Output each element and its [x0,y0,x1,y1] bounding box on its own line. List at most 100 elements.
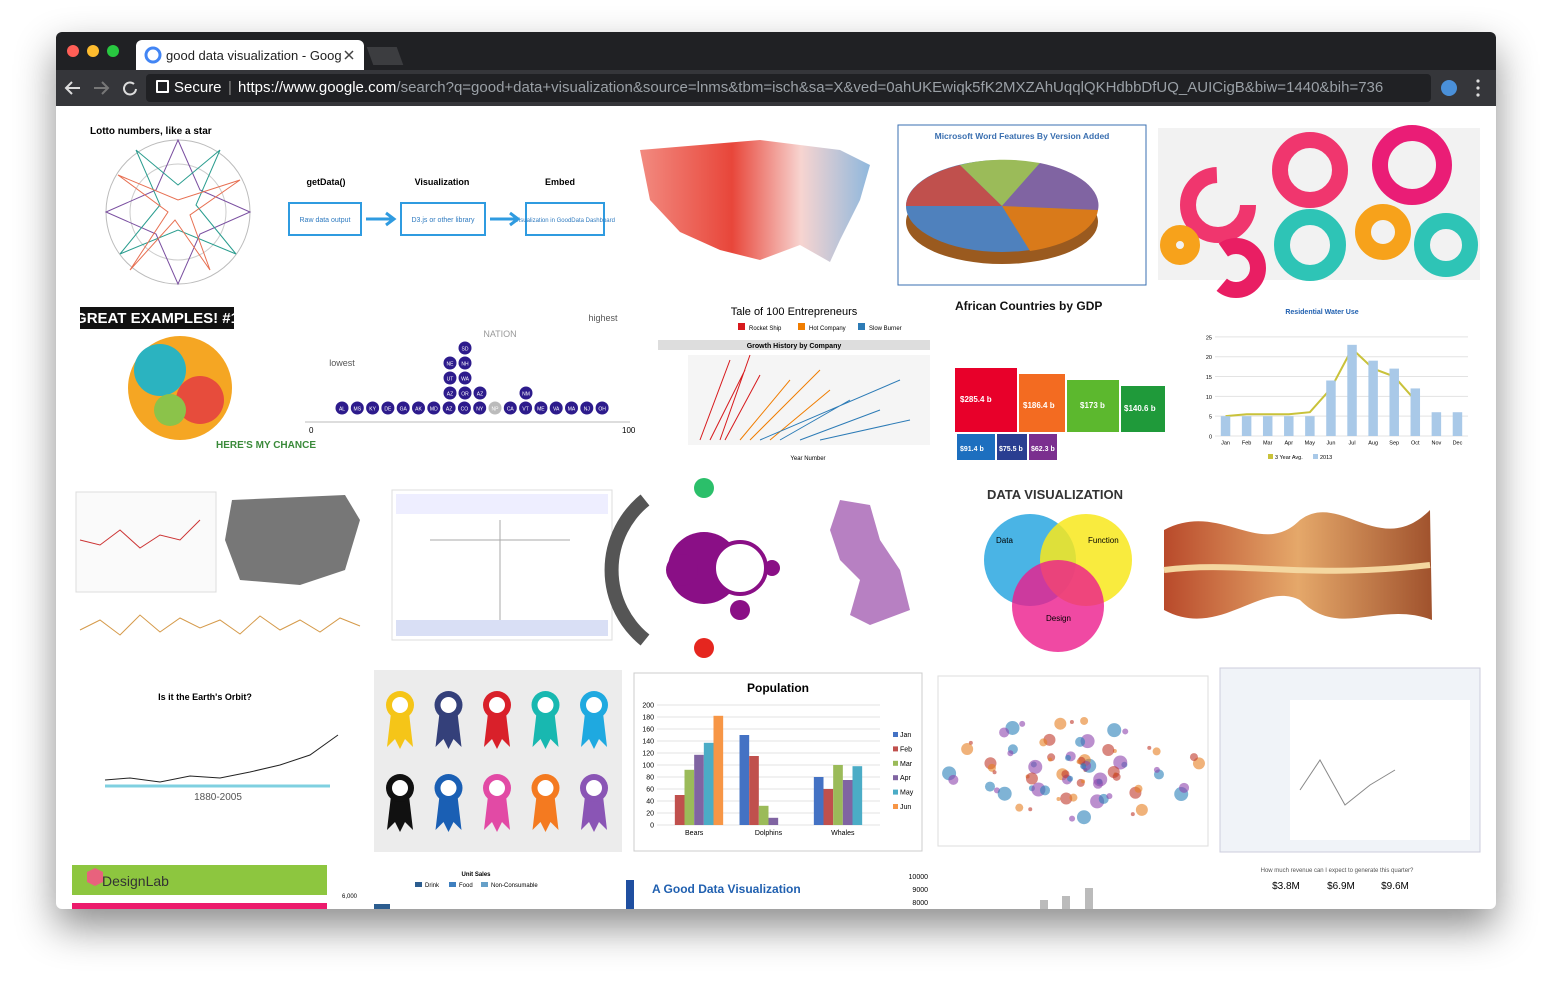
min-dot[interactable] [87,45,99,57]
y-tick-label: 100 [642,763,654,770]
thumb-us-map[interactable] [640,140,870,262]
bar [1389,368,1399,436]
shape [396,494,608,514]
thumb-entrepreneurs[interactable]: Tale of 100 Entrepreneurs Rocket Ship Ho… [658,306,930,462]
thumb-pipeline[interactable]: getData() Visualization Embed Raw data o… [288,177,615,236]
thumb-gray-bars[interactable] [1040,888,1093,909]
bubble [1189,753,1198,762]
omnibox[interactable]: Secure | https://www.google.com/search?q… [146,74,1431,102]
bubble [987,763,996,772]
bubble [1098,793,1109,804]
active-tab[interactable]: good data visualization - Goog [136,40,364,70]
x-tick-label: Dec [1453,441,1463,447]
thumb-chart-suggestions[interactable] [391,489,613,641]
thumb-streamgraph[interactable] [1163,510,1432,620]
legend-label: 2013 [1320,455,1332,461]
thumb-text: $6.9M [1327,881,1355,892]
url-path: /search?q=good+data+visualization&source… [396,79,1384,96]
shape [1372,125,1452,205]
reload[interactable] [123,81,137,96]
ribbon-center [586,697,602,713]
back[interactable] [64,81,80,95]
thumb-text: NATION [483,329,516,339]
thumb-african-gdp[interactable]: African Countries by GDP $285.4 b $186.4… [955,299,1165,460]
thumb-nation[interactable]: NATION highest lowest 0 100 AL MS KY DE GA AK… [305,313,636,435]
legend-swatch [893,746,898,752]
state-label: NY [476,407,484,413]
thumb-scatter[interactable] [937,675,1209,847]
shape [699,354,761,441]
thumb-population[interactable]: Population 0 20 40 60 80 100 120 140 160 180 200 Be… [633,672,923,852]
ribbon-center [392,697,408,713]
y-tick-label: 200 [642,703,654,710]
y-tick-label: 40 [646,799,654,806]
thumb-ribbons[interactable] [374,670,622,852]
y-tick-label: 160 [642,727,654,734]
window-controls [67,45,119,57]
legend-label: May [900,790,914,797]
bar [1452,412,1463,436]
thumb-great-examples[interactable]: GREAT EXAMPLES! #1 HERE'S MY CHANCE [75,307,316,451]
state-label: MS [354,407,362,413]
thumb-earth[interactable]: Is it the Earth's Orbit? 1880-2005 [104,692,339,803]
bubble [1153,766,1160,773]
forward[interactable] [94,81,110,95]
thumb-good-viz[interactable]: A Good Data Visualization 10000 9000 800… [626,874,928,909]
thumb-word-pie[interactable]: Microsoft Word Features By Version Added [897,124,1147,286]
tab-close[interactable] [342,40,356,70]
shape [694,478,714,498]
state-label: OH [598,407,606,413]
x-tick-label: Aug [1368,441,1378,447]
shape [490,211,521,227]
extension[interactable] [1441,80,1457,96]
thumb-text: Embed [545,177,575,187]
max-dot[interactable] [107,45,119,57]
ribbon-center [440,697,457,713]
bar [749,756,759,825]
legend-swatch [1313,454,1318,459]
bar [852,766,863,825]
state-label: AZ [477,392,483,398]
shape [1085,888,1093,909]
bubble [1048,757,1053,762]
x-tick-label: Oct [1411,441,1420,447]
thumb-designlab[interactable]: DesignLab [72,865,327,909]
thumb-text: Food [459,883,473,889]
legend-label: Jun [900,804,911,811]
url-host: https://www.google.com [238,79,397,96]
toolbar: Secure | https://www.google.com/search?q… [56,70,1496,106]
y-tick-label: 15 [1206,375,1212,381]
legend-label: 3 Year Avg. [1275,455,1303,461]
thumb-donuts[interactable] [1158,125,1480,298]
thumb-openspending[interactable] [604,478,910,658]
shape [80,307,234,329]
thumb-lotto[interactable]: Lotto numbers, like a star [90,126,252,286]
thumb-unit-sales[interactable]: Unit Sales Drink Food Non-Consumable 6,0… [342,872,538,909]
thumb-chart-maker[interactable] [1219,667,1481,853]
shape [225,495,360,585]
shape [1160,225,1200,265]
state-dot [442,401,456,415]
x-tick-label: Feb [1242,441,1251,447]
tab-title: good data visualization - Goog [166,48,342,63]
bubble [1069,815,1076,822]
thumb-water-use[interactable]: Residential Water Use 0 5 10 15 20 25 Jan Feb Ma… [1206,309,1468,461]
state-dot [458,341,472,355]
shape [79,614,361,636]
bar [694,754,704,825]
new-tab[interactable] [366,47,404,65]
close-dot[interactable] [67,45,79,57]
ribbon-center [489,697,505,713]
image-results: Lotto numbers, like a star getData() Vis… [72,124,1481,909]
thumb-text: Unit Sales [461,872,491,878]
ribbon-center [489,780,505,796]
bubble [1060,792,1073,805]
legend-swatch [893,760,898,766]
thumb-text: 100 [622,426,636,435]
y-tick-label: 20 [646,811,654,818]
thumb-revenue[interactable]: How much revenue can I expect to generat… [1261,868,1414,892]
thumb-venn[interactable]: DATA VISUALIZATION Data Function Design [984,487,1132,652]
legend-label: Apr [900,775,912,782]
thumb-marketing[interactable] [75,491,361,636]
state-label: DE [384,407,392,413]
